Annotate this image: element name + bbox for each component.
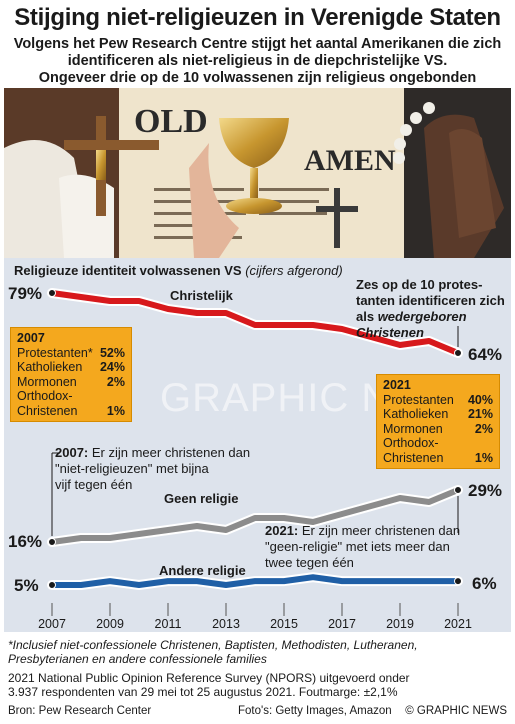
annotation-2021: 2021: Er zijn meer christenen dan "geen-… [265, 523, 461, 570]
subtitle-line: Volgens het Pew Research Centre stijgt h… [13, 36, 502, 52]
value-label-christian-end: 64% [468, 345, 503, 364]
survey-note: 2021 National Public Opinion Reference S… [8, 671, 410, 699]
series-label-christelijk: Christelijk [170, 288, 233, 303]
series-label-andere-religie: Andere religie [159, 563, 246, 578]
x-tick-label: 2021 [444, 617, 472, 631]
footnote: *Inclusief niet-confessionele Christenen… [8, 638, 418, 666]
subtitle-line: identificeren als niet-religieus in de d… [67, 53, 448, 69]
photo-credit: Foto's: Getty Images, Amazon [238, 705, 392, 717]
box-row: Protestanten* 52% [17, 345, 125, 360]
page-subtitle: Volgens het Pew Research Centre stijgt h… [8, 36, 507, 87]
breakdown-box-2021: 2021 Protestanten 40% Katholieken 21% Morm… [376, 374, 500, 469]
callout-emphasis: Christenen [356, 325, 424, 340]
breakdown-box-2007: 2007 Protestanten* 52% Katholieken 24% Mor… [10, 327, 132, 422]
series-line-christelijk [49, 290, 461, 356]
data-point [454, 577, 462, 586]
callout-line: Zes op de 10 protes- [356, 277, 483, 292]
box-row: Christenen 1% [383, 450, 493, 465]
data-point [454, 349, 462, 357]
box-row: Christenen 1% [17, 403, 125, 418]
box-year: 2007 [17, 331, 45, 345]
data-point [454, 486, 462, 494]
header-photo: OLD AMEN [4, 88, 511, 258]
value-label-other-end: 6% [472, 574, 497, 593]
series-label-geen-religie: Geen religie [164, 491, 239, 506]
svg-text:OLD: OLD [134, 103, 208, 140]
x-tick-label: 2015 [270, 617, 298, 631]
callout-line: als wedergeboren [356, 309, 467, 324]
data-point [48, 289, 56, 297]
box-row: Protestanten 40% [383, 392, 493, 407]
x-tick-label: 2019 [386, 617, 414, 631]
line-chart [47, 288, 463, 616]
brand-text: © GRAPHIC NEWS [405, 705, 507, 717]
value-label-christian-start: 79% [8, 284, 43, 303]
box-row: Mormonen 2% [17, 374, 125, 389]
chart-panel [4, 258, 511, 632]
box-year: 2021 [383, 378, 411, 392]
box-row: Orthodox- [383, 436, 439, 450]
annotation-2007: 2007: Er zijn meer christenen dan "niet-… [55, 445, 251, 492]
svg-text:AMEN: AMEN [304, 144, 396, 177]
chart-title: Religieuze identiteit volwassenen VS (ci… [14, 263, 343, 278]
data-point [48, 581, 56, 589]
box-row: Katholieken 24% [17, 360, 125, 374]
box-row: Orthodox- [17, 389, 73, 403]
x-tick-label: 2007 [38, 617, 66, 631]
series-line-andere-religie [49, 574, 461, 588]
x-tick-label: 2009 [96, 617, 124, 631]
value-label-none-start: 16% [8, 532, 43, 551]
value-label-none-end: 29% [468, 481, 503, 500]
value-label-other-start: 5% [14, 576, 39, 595]
subtitle-line: Ongeveer drie op de 10 volwassenen zijn … [38, 70, 477, 86]
x-tick-label: 2011 [154, 617, 182, 631]
data-point [48, 538, 56, 546]
callout-emphasis: wedergeboren [377, 309, 467, 324]
series-line-geen-religie [49, 487, 461, 545]
box-row: Katholieken 21% [383, 407, 493, 421]
x-tick-label: 2013 [212, 617, 240, 631]
box-row: Mormonen 2% [383, 421, 493, 436]
born-again-callout: Zes op de 10 protes- tanten identificere… [356, 277, 508, 341]
x-tick-label: 2017 [328, 617, 356, 631]
chart-title-note: (cijfers afgerond) [245, 263, 343, 278]
callout-line: tanten identificeren zich [356, 293, 505, 308]
source-text: Bron: Pew Research Center [8, 705, 152, 717]
chart-title-text: Religieuze identiteit volwassenen VS [14, 263, 242, 278]
page-title: Stijging niet-religieuzen in Verenigde S… [14, 4, 501, 31]
